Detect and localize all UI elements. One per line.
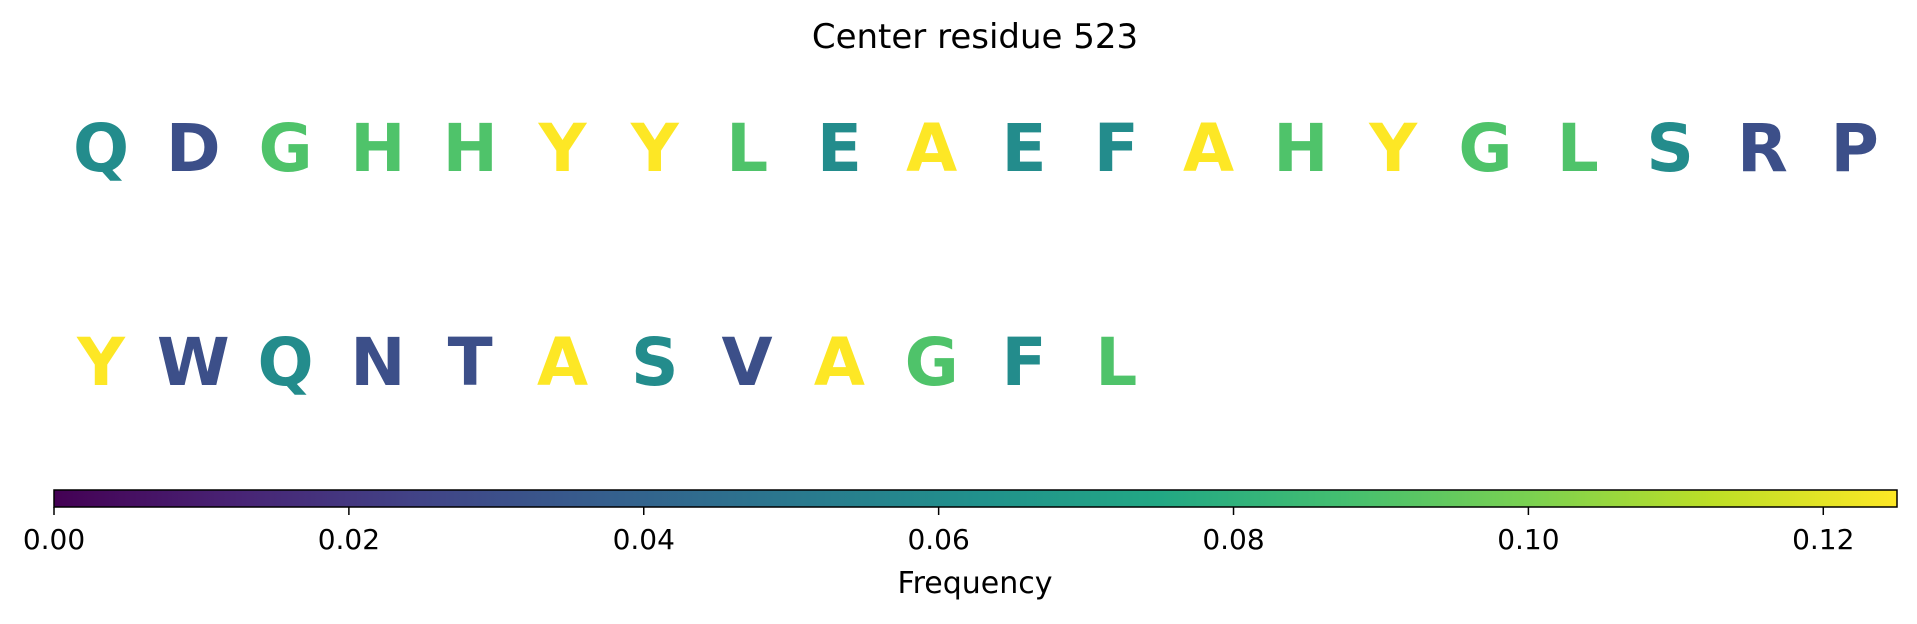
residue-letter: N	[350, 324, 405, 401]
residue-letter: Y	[538, 110, 588, 187]
residue-letter: R	[1737, 110, 1788, 187]
residue-letter: E	[817, 110, 862, 187]
colorbar-label: Frequency	[898, 566, 1053, 601]
residue-letter: A	[1183, 110, 1234, 187]
residue-letters: Q D G H H Y Y L E A E F A H Y G L S R PY W Q N T A S V A G F L	[73, 110, 1879, 401]
colorbar: 0.00 0.02 0.04 0.06 0.08 0.10 0.12 Frequency	[23, 489, 1898, 601]
residue-letter: V	[722, 324, 773, 401]
colorbar-gradient	[53, 489, 1898, 508]
residue-letter: A	[814, 324, 865, 401]
residue-letter: Y	[1368, 110, 1418, 187]
colorbar-tick-label: 0.02	[318, 523, 380, 556]
residue-letter: G	[905, 324, 959, 401]
residue-letter: G	[259, 110, 313, 187]
residue-letter: Y	[76, 324, 126, 401]
residue-letter: Q	[258, 324, 314, 401]
residue-letter: H	[443, 110, 498, 187]
residue-letter: F	[1001, 324, 1046, 401]
residue-letter: G	[1458, 110, 1512, 187]
residue-letter: F	[1094, 110, 1139, 187]
residue-letter: H	[350, 110, 405, 187]
residue-letter: S	[1646, 110, 1694, 187]
residue-letter: S	[631, 324, 679, 401]
residue-letter: D	[166, 110, 221, 187]
colorbar-tick-label: 0.00	[23, 523, 85, 556]
colorbar-tick-label: 0.04	[613, 523, 675, 556]
residue-letter: Q	[73, 110, 129, 187]
residue-letter: P	[1831, 110, 1879, 187]
residue-letter: T	[448, 324, 493, 401]
chart-title: Center residue 523	[812, 17, 1138, 57]
residue-letter: A	[906, 110, 957, 187]
residue-letter: L	[1095, 324, 1137, 401]
colorbar-tick-label: 0.10	[1497, 523, 1559, 556]
residue-letter: L	[726, 110, 768, 187]
residue-letter: A	[537, 324, 588, 401]
residue-letter: W	[157, 324, 230, 401]
residue-letter: H	[1273, 110, 1328, 187]
colorbar-tick-label: 0.12	[1792, 523, 1854, 556]
residue-letter: L	[1557, 110, 1599, 187]
colorbar-tick-label: 0.08	[1202, 523, 1264, 556]
colorbar-ticks: 0.00 0.02 0.04 0.06 0.08 0.10 0.12	[23, 507, 1854, 556]
residue-letter: E	[1001, 110, 1046, 187]
colorbar-tick-label: 0.06	[907, 523, 969, 556]
residue-letter: Y	[630, 110, 680, 187]
